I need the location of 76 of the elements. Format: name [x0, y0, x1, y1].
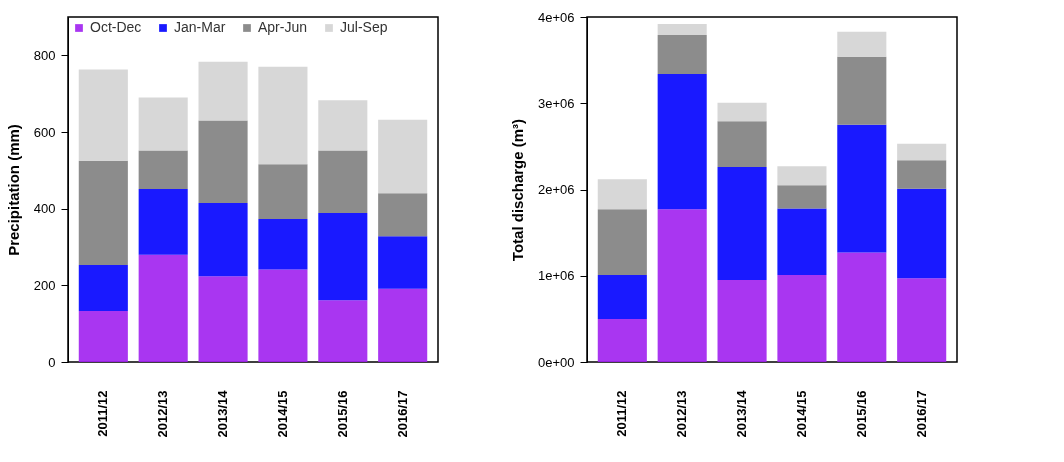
y-tick-label: 400	[33, 201, 56, 217]
x-tick-label: 2016/17	[913, 390, 929, 438]
x-tick-label: 2012/13	[674, 390, 690, 438]
y-tick-label: 1e+06	[537, 268, 575, 284]
legend-label: Jan-Mar	[174, 19, 226, 35]
x-tick-label: 2012/13	[155, 390, 171, 438]
bar	[657, 209, 707, 362]
x-tick-label: 2011/12	[95, 390, 111, 437]
bar	[597, 209, 647, 275]
y-tick-label: 0e+00	[537, 354, 575, 370]
y-tick-label: 2e+06	[537, 182, 575, 197]
bar	[198, 61, 248, 121]
bar	[258, 269, 308, 362]
bar	[258, 66, 308, 165]
bar	[198, 120, 248, 203]
bar	[378, 119, 428, 194]
bar	[138, 97, 188, 151]
y-tick-label: 200	[33, 277, 56, 293]
bar	[717, 121, 767, 168]
bar	[378, 288, 428, 362]
bar	[138, 254, 188, 362]
bar	[897, 188, 947, 279]
x-tick-label: 2013/14	[215, 389, 231, 438]
bar	[657, 23, 707, 36]
y-tick-label: 800	[33, 47, 56, 63]
x-tick-label: 2015/16	[853, 390, 869, 438]
bar	[597, 179, 647, 210]
bar	[897, 278, 947, 362]
legend-label: Apr-Jun	[258, 19, 308, 35]
bar	[777, 185, 827, 209]
bar	[378, 193, 428, 237]
bar	[258, 219, 308, 270]
legend-label: Jul-Sep	[340, 19, 388, 35]
bar	[318, 300, 368, 362]
bar	[657, 35, 707, 74]
bar	[717, 280, 767, 362]
y-axis-title: Total discharge (m³)	[508, 118, 526, 262]
bar	[777, 274, 827, 362]
bar	[837, 56, 887, 125]
bar	[78, 311, 128, 362]
bar	[657, 73, 707, 210]
bar	[198, 276, 248, 362]
y-tick-label: 600	[33, 124, 56, 140]
bar	[138, 150, 188, 190]
bar	[78, 160, 128, 266]
bar	[717, 102, 767, 122]
bar	[138, 189, 188, 255]
bar	[777, 166, 827, 186]
legend-label: Oct-Dec	[90, 19, 142, 35]
x-tick-label: 2016/17	[394, 390, 410, 438]
bar	[318, 150, 368, 213]
y-axis-title: Precipitation (mm)	[4, 124, 22, 256]
y-tick-label: 4e+06	[537, 9, 575, 25]
x-tick-label: 2015/16	[334, 390, 350, 438]
bar	[597, 274, 647, 319]
bar	[897, 143, 947, 161]
bar	[777, 208, 827, 275]
x-tick-label: 2013/14	[734, 389, 750, 438]
bar	[78, 69, 128, 161]
bar	[318, 212, 368, 301]
x-tick-label: 2011/12	[614, 390, 630, 437]
bar	[897, 160, 947, 189]
bar	[378, 236, 428, 289]
x-tick-label: 2014/15	[274, 390, 290, 438]
bar	[258, 164, 308, 220]
bar	[837, 252, 887, 362]
x-tick-label: 2014/15	[793, 390, 809, 438]
bar	[717, 167, 767, 281]
y-tick-label: 3e+06	[537, 95, 575, 111]
bar	[198, 202, 248, 277]
bar	[78, 265, 128, 312]
bar	[837, 124, 887, 253]
bar	[597, 318, 647, 362]
bar	[318, 100, 368, 151]
bar	[837, 31, 887, 57]
y-tick-label: 0	[48, 354, 56, 370]
